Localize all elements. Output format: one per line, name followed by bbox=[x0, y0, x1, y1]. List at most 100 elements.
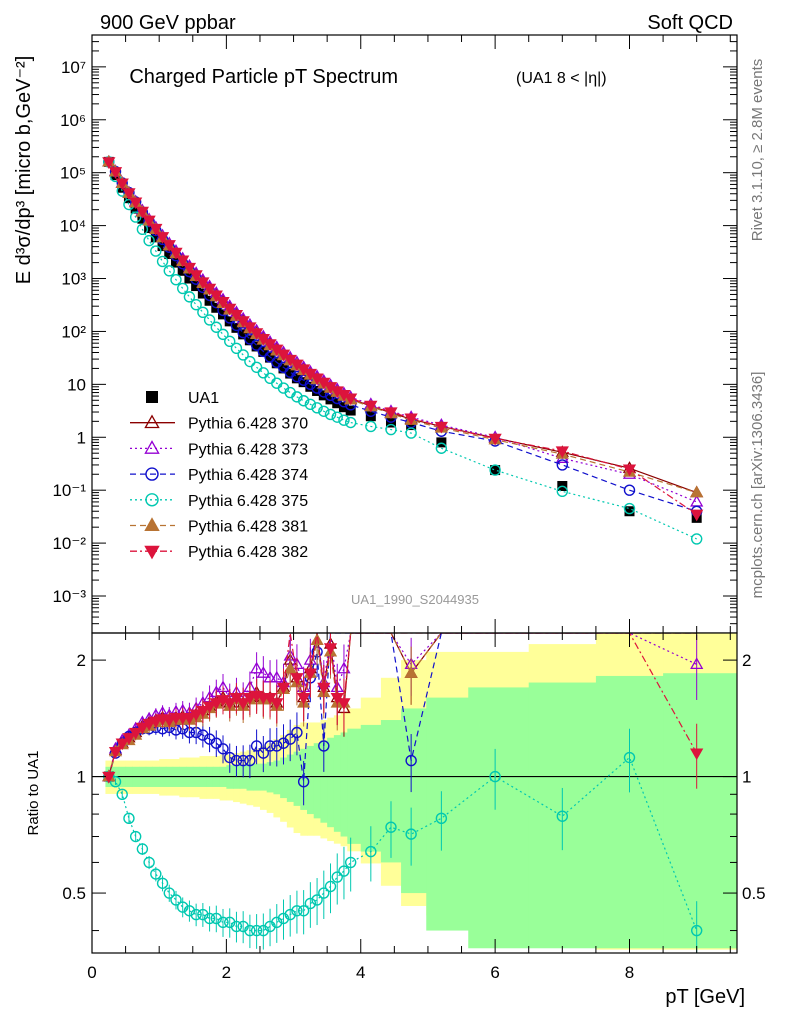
ratio-point bbox=[209, 698, 223, 711]
x-tick-label: 8 bbox=[625, 963, 634, 982]
data-point bbox=[435, 442, 448, 454]
data-point bbox=[210, 321, 222, 333]
data-point bbox=[490, 465, 501, 476]
data-point bbox=[150, 232, 161, 243]
band-bin bbox=[273, 760, 281, 795]
ratio-point bbox=[196, 706, 210, 718]
ratio-point bbox=[170, 894, 182, 906]
data-point bbox=[291, 391, 303, 403]
data-point bbox=[217, 328, 229, 341]
legend-label: Pythia 6.428 382 bbox=[188, 544, 308, 561]
ratio-point bbox=[197, 908, 209, 921]
ratio-series-5 bbox=[102, 633, 704, 789]
ratio-point bbox=[405, 754, 417, 767]
data-point bbox=[285, 368, 296, 379]
ratio-point bbox=[291, 905, 303, 917]
ratio-point bbox=[310, 633, 324, 645]
data-point bbox=[238, 329, 249, 340]
legend-marker bbox=[144, 517, 160, 531]
data-point bbox=[197, 306, 209, 318]
data-point bbox=[136, 223, 149, 236]
data-point bbox=[170, 273, 182, 286]
data-point bbox=[250, 339, 263, 351]
ratio-point bbox=[270, 698, 284, 711]
data-point bbox=[236, 316, 250, 328]
legend-marker bbox=[145, 493, 159, 507]
band-bin bbox=[468, 687, 530, 949]
data-point bbox=[250, 361, 263, 374]
ratio-point bbox=[297, 692, 311, 705]
data-point bbox=[183, 291, 196, 303]
band-bin bbox=[360, 724, 382, 852]
data-point bbox=[312, 385, 323, 396]
ratio-point bbox=[405, 828, 417, 840]
data-point bbox=[624, 506, 635, 517]
ratio-point bbox=[190, 908, 202, 921]
legend-entry: Pythia 6.428 382 bbox=[130, 544, 308, 561]
data-point bbox=[229, 309, 244, 322]
x-tick-label: 6 bbox=[490, 963, 499, 982]
data-point bbox=[344, 416, 357, 429]
ratio-point bbox=[489, 770, 501, 783]
legend-label: Pythia 6.428 374 bbox=[188, 467, 308, 484]
ratio-point bbox=[690, 924, 703, 937]
data-point bbox=[690, 509, 704, 522]
ratio-point bbox=[318, 887, 330, 899]
ratio-point bbox=[244, 754, 256, 767]
legend-marker bbox=[144, 414, 160, 429]
ratio-point bbox=[324, 880, 337, 893]
ratio-point bbox=[249, 661, 264, 674]
ratio-point bbox=[276, 682, 291, 695]
data-point bbox=[129, 211, 142, 223]
ratio-point bbox=[311, 894, 323, 906]
ratio-point bbox=[224, 751, 236, 764]
ratio-series-3 bbox=[103, 728, 703, 953]
data-point bbox=[218, 309, 229, 320]
ratio-point bbox=[323, 643, 338, 656]
series-6 bbox=[102, 157, 704, 522]
data-point bbox=[202, 283, 217, 296]
legend: UA1 Pythia 6.428 370 Pythia 6.428 373 Pythi… bbox=[130, 390, 308, 561]
data-point bbox=[318, 405, 330, 417]
band-bin bbox=[293, 751, 301, 806]
ratio-plot: 0.5 0.5 1 1 2 2 0 2 4 6 8 bbox=[62, 632, 766, 982]
data-point bbox=[249, 328, 264, 340]
band-bin bbox=[327, 737, 335, 828]
legend-marker bbox=[145, 467, 159, 481]
ratio-point bbox=[203, 912, 216, 925]
ratio-point bbox=[210, 737, 222, 749]
legend-label: Pythia 6.428 373 bbox=[188, 441, 308, 458]
data-point bbox=[135, 206, 150, 219]
ratio-point bbox=[116, 788, 128, 800]
ratio-point bbox=[183, 905, 196, 917]
data-point bbox=[196, 277, 210, 290]
main-plot: 10⁻³ 10⁻² 10⁻¹ 1 10 10² 10³ 10⁴ 10⁵ 10⁶ 10⁷ bbox=[52, 34, 738, 634]
data-point bbox=[216, 297, 230, 309]
ratio-point bbox=[264, 740, 276, 752]
y-tick-label: 10⁻² bbox=[52, 534, 86, 553]
legend-label: Pythia 6.428 381 bbox=[188, 519, 308, 536]
data-point bbox=[224, 316, 235, 327]
data-point bbox=[243, 322, 257, 335]
data-point bbox=[324, 408, 337, 421]
legend-entry: UA1 bbox=[146, 390, 219, 407]
data-point bbox=[556, 459, 569, 471]
ratio-point bbox=[163, 887, 175, 899]
series-4 bbox=[103, 156, 703, 545]
data-point bbox=[191, 281, 202, 292]
data-point bbox=[164, 249, 175, 260]
ratio-point bbox=[337, 698, 351, 711]
data-point bbox=[184, 273, 195, 284]
ratio-point bbox=[122, 733, 136, 745]
data-point bbox=[177, 265, 188, 276]
data-point bbox=[311, 402, 323, 414]
ratio-point bbox=[177, 901, 189, 913]
ratio-point bbox=[257, 747, 270, 759]
data-point bbox=[304, 398, 317, 410]
ratio-point bbox=[338, 865, 350, 877]
data-point bbox=[331, 411, 343, 423]
y-tick-label: 10⁵ bbox=[60, 164, 86, 183]
band-bin bbox=[286, 754, 295, 802]
x-tick-label: 0 bbox=[87, 963, 96, 982]
data-point bbox=[102, 157, 116, 169]
